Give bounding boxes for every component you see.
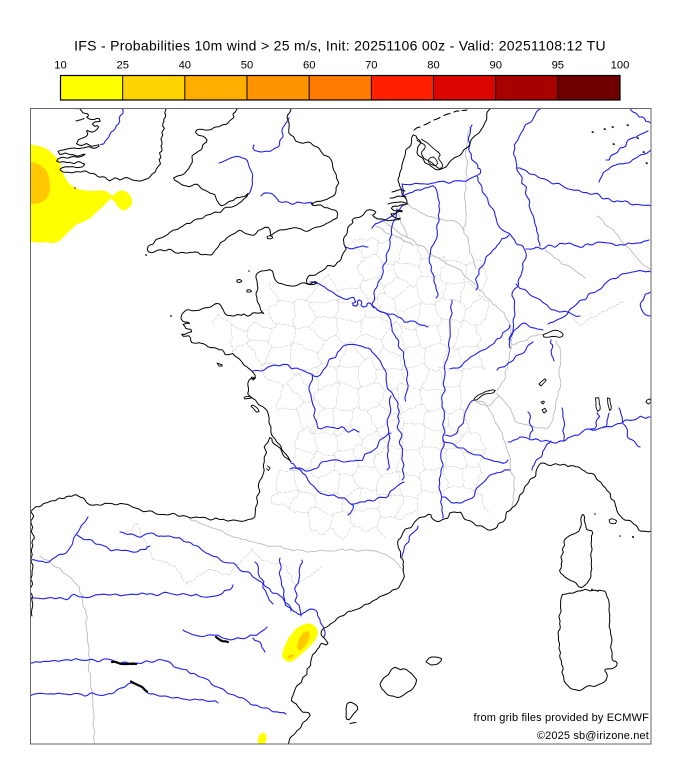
svg-text:40: 40: [179, 60, 191, 72]
svg-text:10: 10: [54, 60, 66, 72]
svg-text:©2025 sb@irizone.net: ©2025 sb@irizone.net: [537, 730, 649, 742]
svg-text:25: 25: [116, 60, 128, 72]
svg-text:IFS - Probabilities 10m wind >: IFS - Probabilities 10m wind > 25 m/s, I…: [74, 38, 606, 54]
svg-text:95: 95: [552, 60, 564, 72]
svg-text:90: 90: [489, 60, 501, 72]
svg-text:70: 70: [365, 60, 377, 72]
svg-text:50: 50: [241, 60, 253, 72]
svg-text:80: 80: [427, 60, 439, 72]
svg-text:100: 100: [611, 60, 630, 72]
svg-text:60: 60: [303, 60, 315, 72]
svg-text:from grib files provided by EC: from grib files provided by ECMWF: [474, 712, 650, 724]
